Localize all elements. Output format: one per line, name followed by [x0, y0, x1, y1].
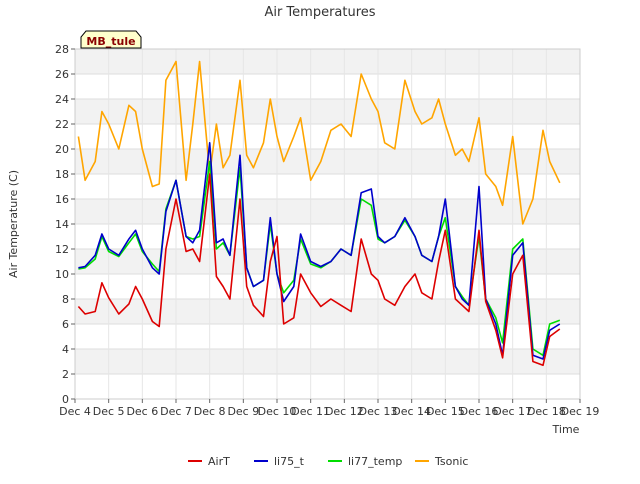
- x-tick-label: Dec 10: [258, 405, 297, 418]
- x-tick-label: Dec 9: [227, 405, 259, 418]
- legend-label: Tsonic: [434, 455, 468, 468]
- x-tick-label: Dec 7: [160, 405, 192, 418]
- y-tick-label: 26: [55, 68, 69, 81]
- y-tick-label: 14: [55, 218, 69, 231]
- x-tick-label: Dec 17: [493, 405, 532, 418]
- y-tick-label: 2: [62, 368, 69, 381]
- y-tick-label: 0: [62, 393, 69, 406]
- x-tick-label: Dec 4: [59, 405, 91, 418]
- y-tick-label: 16: [55, 193, 69, 206]
- background-band: [75, 99, 580, 124]
- background-band: [75, 49, 580, 74]
- series-line-li75-t: [78, 142, 561, 360]
- legend-label: AirT: [208, 455, 230, 468]
- legend-item-airt: AirT: [188, 455, 230, 468]
- x-tick-label: Dec 11: [291, 405, 330, 418]
- x-tick-label: Dec 14: [392, 405, 431, 418]
- legend-item-li75-t: li75_t: [254, 455, 305, 468]
- y-tick-label: 18: [55, 168, 69, 181]
- x-axis-label: Time: [552, 423, 580, 436]
- x-tick-label: Dec 15: [426, 405, 465, 418]
- x-tick-label: Dec 8: [194, 405, 226, 418]
- legend-item-tsonic: Tsonic: [415, 455, 468, 468]
- y-tick-label: 22: [55, 118, 69, 131]
- legend-label: li77_temp: [348, 455, 402, 468]
- chart-title: Air Temperatures: [264, 5, 375, 20]
- y-axis-label: Air Temperature (C): [7, 170, 20, 278]
- background-band: [75, 149, 580, 174]
- y-tick-label: 8: [62, 293, 69, 306]
- x-tick-label: Dec 18: [527, 405, 566, 418]
- background-band: [75, 199, 580, 224]
- y-tick-label: 24: [55, 93, 69, 106]
- x-tick-label: Dec 5: [93, 405, 125, 418]
- series-line-airt: [77, 173, 561, 367]
- x-tick-label: Dec 12: [325, 405, 364, 418]
- background-band: [75, 349, 580, 374]
- background-bands: [75, 49, 580, 374]
- station-label-box: MB_tule: [80, 30, 142, 49]
- y-tick-label: 12: [55, 243, 69, 256]
- x-tick-label: Dec 16: [460, 405, 499, 418]
- series-line-tsonic: [77, 60, 561, 225]
- y-tick-label: 28: [55, 43, 69, 56]
- x-tick-label: Dec 6: [126, 405, 158, 418]
- y-tick-label: 20: [55, 143, 69, 156]
- series-layer: [77, 60, 561, 367]
- x-tick-label: Dec 13: [359, 405, 398, 418]
- y-tick-label: 10: [55, 268, 69, 281]
- legend-label: li75_t: [274, 455, 305, 468]
- legend: AirT li75_t li77_temp Tsonic: [188, 455, 468, 468]
- y-tick-label: 6: [62, 318, 69, 331]
- x-tick-label: Dec 19: [561, 405, 600, 418]
- legend-item-li77-temp: li77_temp: [328, 455, 402, 468]
- station-label: MB_tule: [86, 35, 135, 48]
- y-tick-label: 4: [62, 343, 69, 356]
